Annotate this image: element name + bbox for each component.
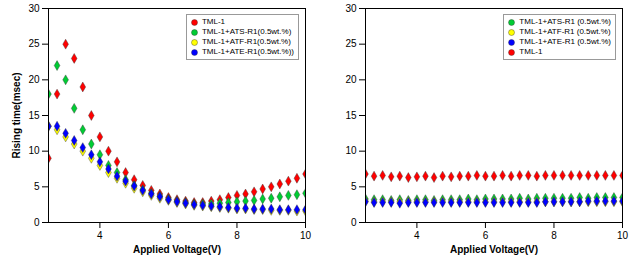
svg-text:8: 8 [234,230,240,241]
html-text:TML-1+ATE-R1(0.5wt.%)): TML-1+ATE-R1(0.5wt.%)) [201,47,294,56]
svg-text:25: 25 [28,38,40,49]
svg-text:25: 25 [345,38,357,49]
svg-text:0: 0 [351,217,357,228]
svg-text:Applied Voltage(V): Applied Voltage(V) [133,244,221,255]
svg-text:30: 30 [345,3,357,14]
svg-text:10: 10 [345,145,357,156]
svg-text:8: 8 [551,230,557,241]
svg-text:4: 4 [97,230,103,241]
html-text:TML-1+ATF-R1(0.5wt.%): TML-1+ATF-R1(0.5wt.%) [201,37,291,46]
html-text:TML-1+ATS-R1 (0.5wt.%): TML-1+ATS-R1 (0.5wt.%) [519,17,611,26]
svg-text:0: 0 [34,217,40,228]
svg-text:Rising time(msec): Rising time(msec) [11,72,22,158]
svg-text:20: 20 [28,74,40,85]
html-text:TML-1+ATE-R1 (0.5wt.%): TML-1+ATE-R1 (0.5wt.%) [519,37,611,46]
html-text:TML-1+ATF-R1 (0.5wt.%): TML-1+ATF-R1 (0.5wt.%) [519,27,611,36]
svg-text:Applied Voltage(V): Applied Voltage(V) [450,244,538,255]
svg-text:4: 4 [414,230,420,241]
html-text:TML-1: TML-1 [201,17,225,26]
svg-text:15: 15 [28,110,40,121]
svg-text:10: 10 [28,145,40,156]
svg-text:30: 30 [28,3,40,14]
svg-text:6: 6 [166,230,172,241]
svg-text:5: 5 [351,181,357,192]
svg-text:10: 10 [300,230,312,241]
html-text:TML-1+ATS-R1(0.5wt.%): TML-1+ATS-R1(0.5wt.%) [201,27,292,36]
svg-text:6: 6 [483,230,489,241]
html-text:TML-1: TML-1 [519,47,543,56]
svg-text:20: 20 [345,74,357,85]
svg-text:10: 10 [617,230,629,241]
svg-text:5: 5 [34,181,40,192]
svg-text:15: 15 [345,110,357,121]
